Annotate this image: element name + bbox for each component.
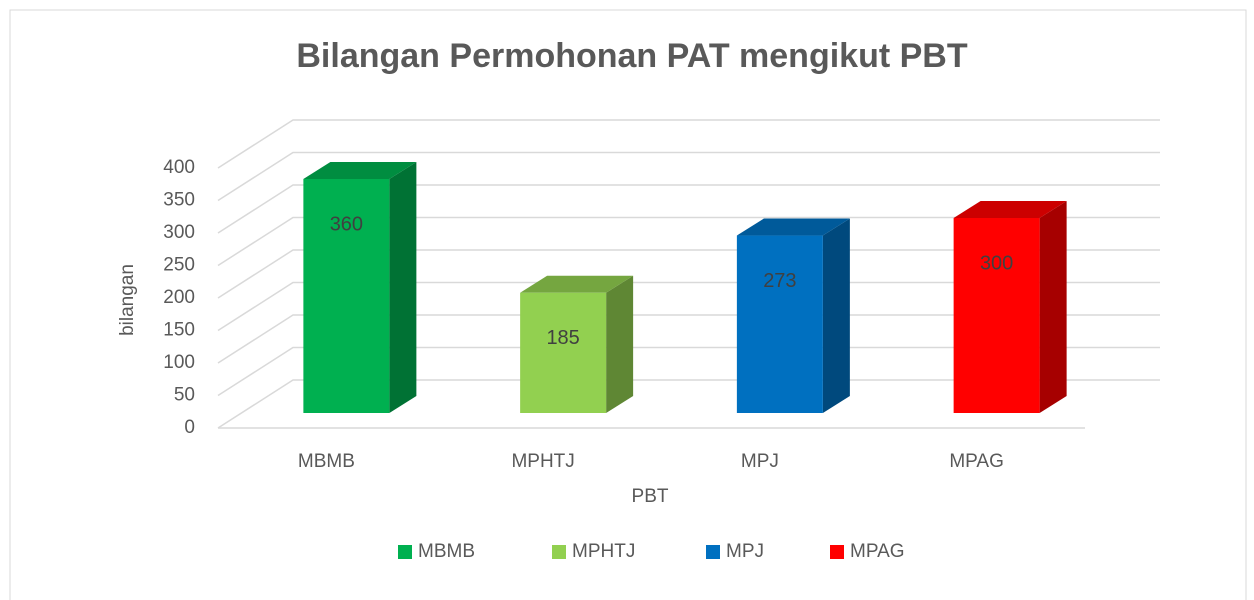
legend-label: MBMB	[418, 541, 475, 562]
y-tick-label: 300	[163, 222, 195, 243]
bar	[303, 179, 390, 413]
grid-line	[217, 151, 1160, 202]
y-tick-label: 50	[174, 385, 195, 406]
x-tick-label: MPJ	[741, 451, 779, 472]
x-tick-label: MPAG	[949, 451, 1004, 472]
bar-top	[953, 201, 1067, 218]
y-tick-label: 200	[163, 287, 195, 308]
legend-swatch	[706, 545, 720, 559]
grid-line	[217, 216, 1160, 267]
y-tick-label: 100	[163, 352, 195, 373]
bar-side	[606, 275, 634, 413]
bar-side	[389, 162, 417, 413]
legend-label: MPHTJ	[572, 541, 635, 562]
grid-line	[217, 184, 1160, 234]
y-tick-label: 150	[163, 320, 195, 341]
bar-top	[520, 275, 634, 293]
data-label: 300	[980, 252, 1013, 274]
grid-line	[217, 314, 1160, 364]
y-tick-label: 350	[163, 190, 195, 211]
x-tick-label: MBMB	[298, 451, 355, 472]
legend-label: MPJ	[726, 541, 764, 562]
bar-top	[736, 218, 850, 236]
chart-title: Bilangan Permohonan PAT mengikut PBT	[296, 37, 967, 75]
data-label: 273	[763, 270, 796, 292]
bar-top	[303, 162, 417, 179]
y-tick-label: 250	[163, 255, 195, 276]
data-label: 185	[546, 327, 579, 349]
grid-line	[217, 379, 1160, 429]
legend-swatch	[398, 545, 412, 559]
x-tick-label: MPHTJ	[511, 451, 574, 472]
legend-label: MPAG	[850, 541, 905, 562]
bar-side	[1039, 201, 1067, 413]
data-label: 360	[330, 213, 363, 235]
bar	[736, 235, 823, 413]
bar-side	[822, 218, 850, 413]
grid-line	[217, 281, 1160, 332]
bar	[520, 292, 607, 413]
x-axis-label: PBT	[632, 486, 669, 507]
grid-line	[217, 119, 1160, 169]
y-tick-label: 400	[163, 157, 195, 178]
y-axis-label: bilangan	[117, 264, 138, 336]
grid-line	[217, 346, 1160, 397]
grid-line	[217, 249, 1160, 299]
legend-swatch	[830, 545, 844, 559]
bar	[953, 218, 1040, 413]
y-tick-label: 0	[184, 417, 195, 438]
legend-swatch	[552, 545, 566, 559]
